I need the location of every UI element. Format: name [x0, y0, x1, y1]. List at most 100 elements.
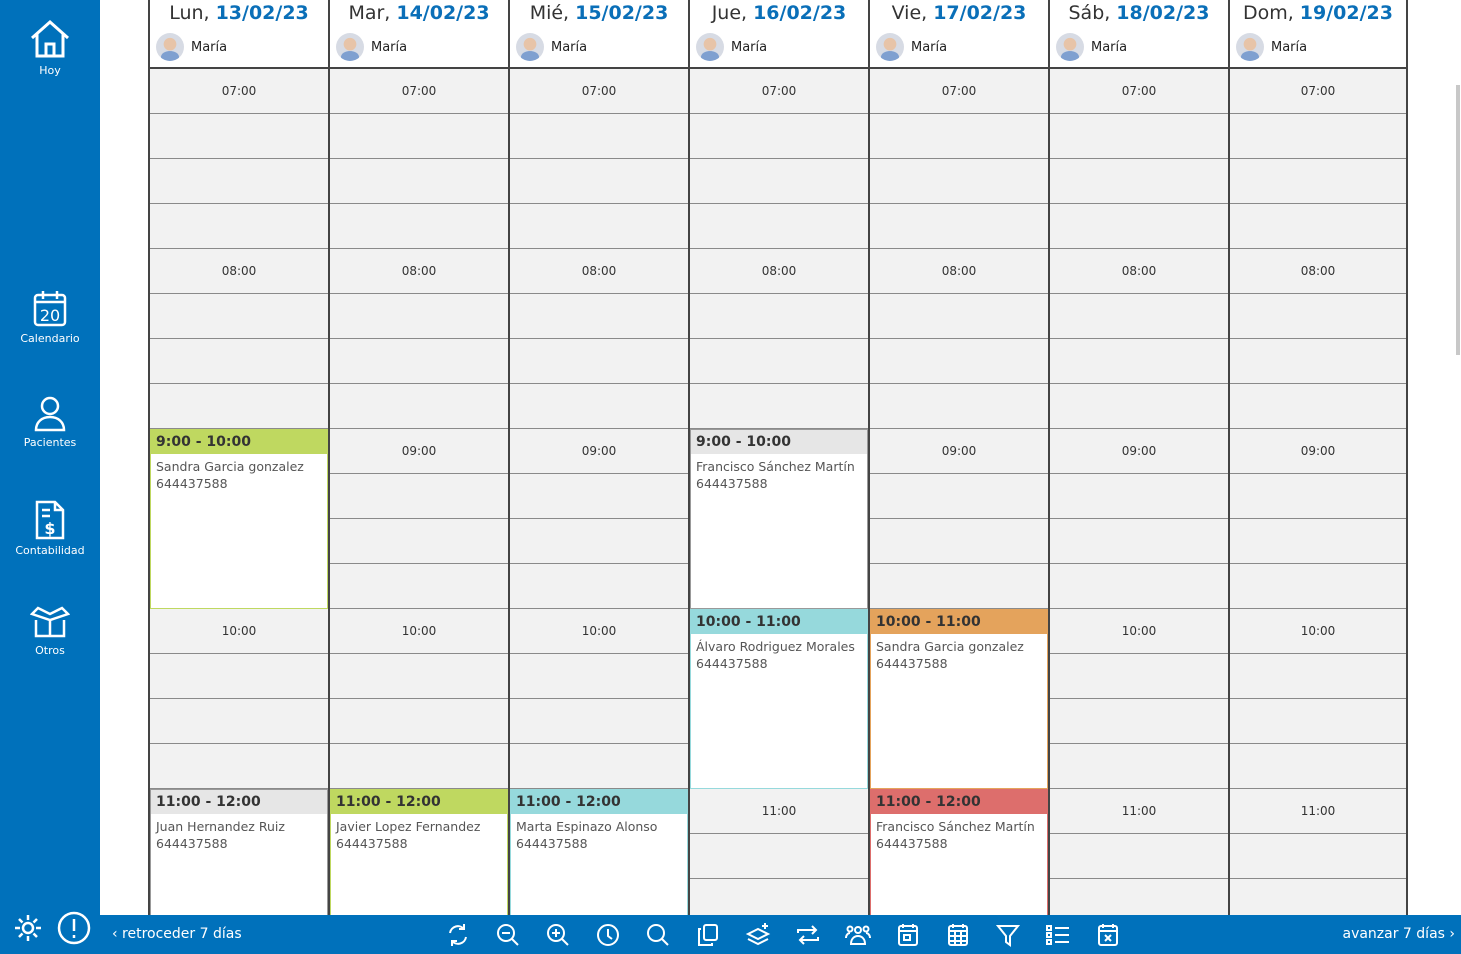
time-slot[interactable]: [330, 159, 508, 204]
time-slot[interactable]: 08:00: [1050, 249, 1228, 294]
time-slot[interactable]: [870, 384, 1048, 429]
time-slot[interactable]: 07:00: [690, 69, 868, 114]
gear-icon[interactable]: [12, 912, 44, 944]
time-slot[interactable]: 07:00: [510, 69, 688, 114]
time-slot[interactable]: [1050, 114, 1228, 159]
time-slot[interactable]: [510, 384, 688, 429]
day-header[interactable]: Mar, 14/02/23 María: [330, 0, 508, 69]
day-header[interactable]: Mié, 15/02/23 María: [510, 0, 688, 69]
filter-icon[interactable]: [995, 922, 1021, 948]
time-slot[interactable]: [510, 744, 688, 789]
time-slot[interactable]: [690, 879, 868, 915]
sidebar-item-hoy[interactable]: Hoy: [0, 18, 100, 77]
time-slot[interactable]: [1050, 654, 1228, 699]
time-slot[interactable]: [330, 339, 508, 384]
sidebar-item-pacientes[interactable]: Pacientes: [0, 396, 100, 449]
time-slot[interactable]: [1230, 879, 1406, 915]
time-slot[interactable]: [1230, 834, 1406, 879]
time-slot[interactable]: 10:00: [1050, 609, 1228, 654]
time-slot[interactable]: [1050, 834, 1228, 879]
appointment[interactable]: 10:00 - 11:00 Sandra Garcia gonzalez 64443…: [870, 609, 1048, 789]
day-header[interactable]: Jue, 16/02/23 María: [690, 0, 868, 69]
appointment[interactable]: 11:00 - 12:00 Juan Hernandez Ruiz 64443758…: [150, 789, 328, 915]
time-slot[interactable]: 07:00: [1050, 69, 1228, 114]
time-slot[interactable]: [870, 339, 1048, 384]
search-icon[interactable]: [645, 922, 671, 948]
time-slot[interactable]: [1230, 744, 1406, 789]
time-slot[interactable]: [1050, 159, 1228, 204]
time-slot[interactable]: [510, 294, 688, 339]
alert-icon[interactable]: [56, 910, 92, 946]
time-slot[interactable]: [870, 159, 1048, 204]
time-slot[interactable]: [1230, 294, 1406, 339]
day-view-icon[interactable]: [895, 922, 921, 948]
time-slot[interactable]: [510, 159, 688, 204]
time-slot[interactable]: [690, 114, 868, 159]
time-slot[interactable]: 07:00: [1230, 69, 1406, 114]
refresh-icon[interactable]: [445, 922, 471, 948]
time-slot[interactable]: 10:00: [330, 609, 508, 654]
time-slot[interactable]: [330, 474, 508, 519]
zoom-out-icon[interactable]: [495, 922, 521, 948]
time-slot[interactable]: [1230, 114, 1406, 159]
group-icon[interactable]: [845, 922, 871, 948]
time-slot[interactable]: [330, 204, 508, 249]
time-slot[interactable]: 09:00: [1050, 429, 1228, 474]
time-slot[interactable]: 07:00: [150, 69, 328, 114]
time-slot[interactable]: 11:00: [1230, 789, 1406, 834]
time-slot[interactable]: [150, 294, 328, 339]
time-slot[interactable]: 08:00: [150, 249, 328, 294]
time-slot[interactable]: [1050, 879, 1228, 915]
time-slot[interactable]: [150, 114, 328, 159]
time-slot[interactable]: 09:00: [330, 429, 508, 474]
time-slot[interactable]: [330, 294, 508, 339]
time-slot[interactable]: [1230, 519, 1406, 564]
time-slot[interactable]: [1050, 744, 1228, 789]
sidebar-item-calendario[interactable]: 20 Calendario: [0, 290, 100, 345]
time-slot[interactable]: [330, 654, 508, 699]
time-slot[interactable]: [1050, 204, 1228, 249]
day-header[interactable]: Dom, 19/02/23 María: [1230, 0, 1406, 69]
time-slot[interactable]: [150, 159, 328, 204]
zoom-in-icon[interactable]: [545, 922, 571, 948]
day-header[interactable]: Vie, 17/02/23 María: [870, 0, 1048, 69]
appointment[interactable]: 9:00 - 10:00 Sandra Garcia gonzalez 644437…: [150, 429, 328, 609]
sidebar-item-contabilidad[interactable]: $ Contabilidad: [0, 500, 100, 557]
time-slot[interactable]: [150, 384, 328, 429]
time-slot[interactable]: 11:00: [1050, 789, 1228, 834]
time-slot[interactable]: [150, 204, 328, 249]
time-slot[interactable]: [870, 204, 1048, 249]
time-slot[interactable]: [690, 204, 868, 249]
time-slot[interactable]: 11:00: [690, 789, 868, 834]
time-slot[interactable]: [330, 519, 508, 564]
time-slot[interactable]: [690, 294, 868, 339]
time-slot[interactable]: 07:00: [330, 69, 508, 114]
time-slot[interactable]: [1230, 159, 1406, 204]
time-slot[interactable]: [330, 699, 508, 744]
day-header[interactable]: Lun, 13/02/23 María: [150, 0, 328, 69]
time-slot[interactable]: [1230, 564, 1406, 609]
copy-icon[interactable]: [695, 922, 721, 948]
appointment[interactable]: 11:00 - 12:00 Francisco Sánchez Martín 644…: [870, 789, 1048, 915]
time-slot[interactable]: 10:00: [1230, 609, 1406, 654]
time-slot[interactable]: [510, 654, 688, 699]
time-slot[interactable]: 10:00: [510, 609, 688, 654]
time-slot[interactable]: [1050, 519, 1228, 564]
calendar-cancel-icon[interactable]: [1095, 922, 1121, 948]
time-slot[interactable]: 09:00: [870, 429, 1048, 474]
repeat-icon[interactable]: [795, 922, 821, 948]
time-slot[interactable]: [1050, 474, 1228, 519]
time-slot[interactable]: 08:00: [690, 249, 868, 294]
time-slot[interactable]: [1050, 564, 1228, 609]
time-slot[interactable]: [870, 474, 1048, 519]
time-slot[interactable]: [330, 114, 508, 159]
time-slot[interactable]: [510, 474, 688, 519]
time-slot[interactable]: [510, 339, 688, 384]
time-slot[interactable]: [870, 564, 1048, 609]
time-slot[interactable]: [1230, 654, 1406, 699]
time-slot[interactable]: [510, 564, 688, 609]
appointment[interactable]: 11:00 - 12:00 Marta Espinazo Alonso 644437…: [510, 789, 688, 915]
time-slot[interactable]: 08:00: [330, 249, 508, 294]
add-layer-icon[interactable]: [745, 922, 771, 948]
time-slot[interactable]: [150, 654, 328, 699]
